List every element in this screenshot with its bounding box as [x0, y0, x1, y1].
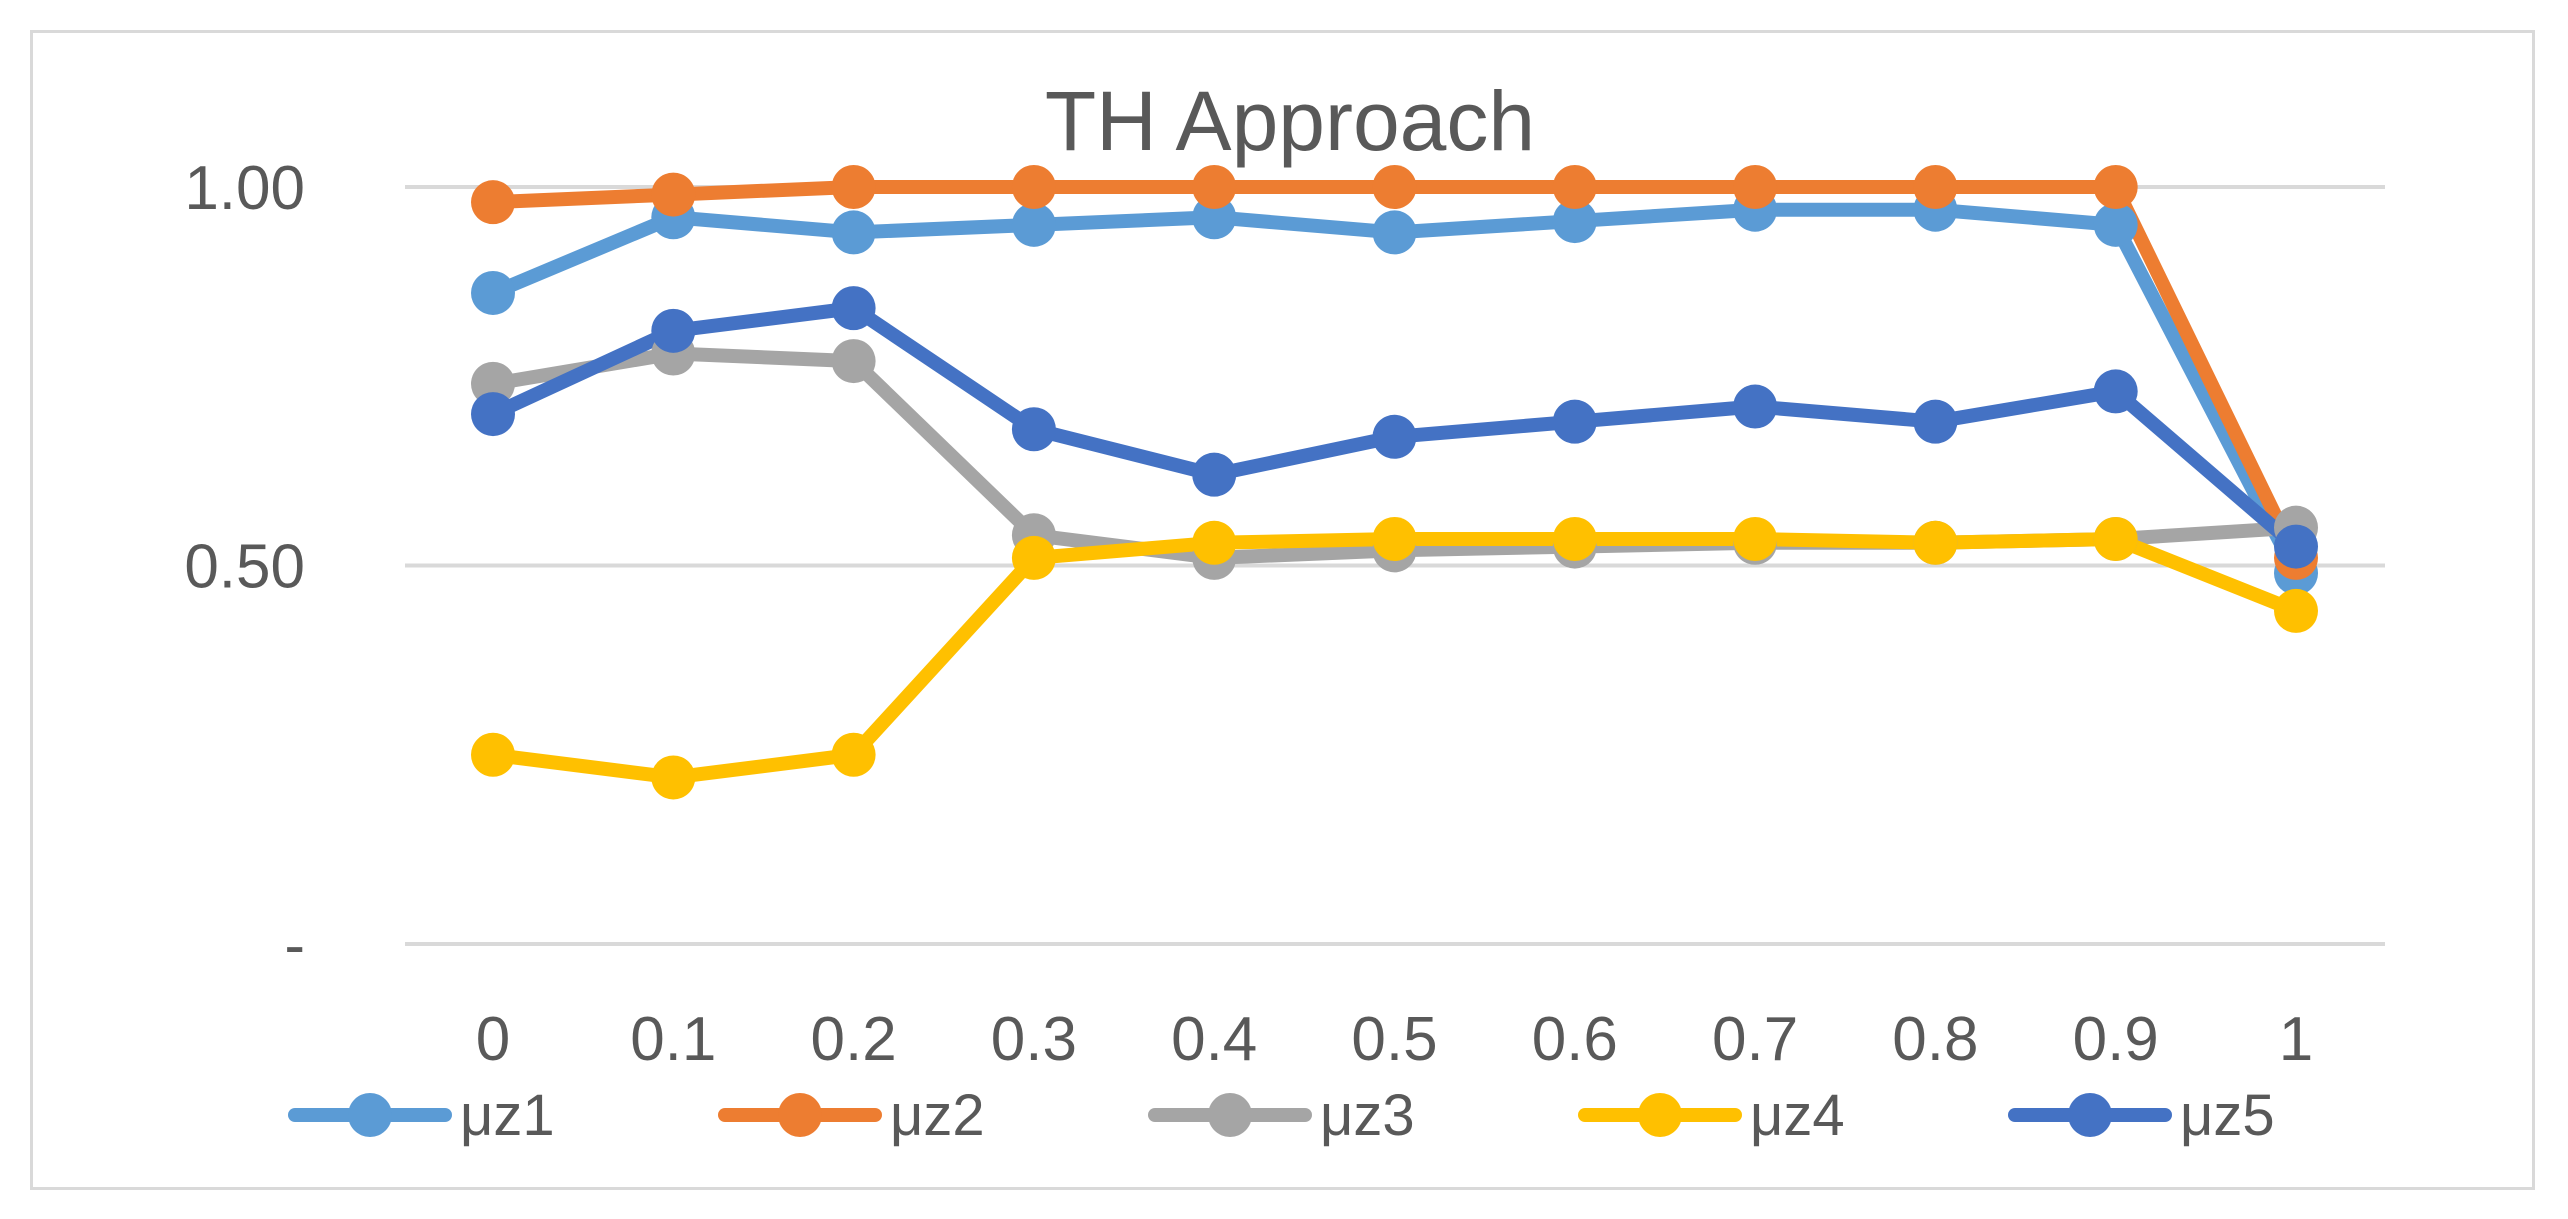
legend-label: μz1 — [460, 1083, 555, 1148]
x-tick-label: 0.2 — [810, 1005, 896, 1074]
legend-swatch-marker — [348, 1093, 392, 1137]
legend-swatch-marker — [2068, 1093, 2112, 1137]
y-tick-label: 0.50 — [184, 533, 305, 602]
data-point-series-5 — [1733, 384, 1778, 429]
y-tick-label: - — [284, 911, 305, 980]
legend-label: μz4 — [1750, 1083, 1845, 1148]
data-point-series-4 — [1552, 517, 1597, 562]
data-point-series-2 — [1011, 165, 1056, 209]
data-point-series-1 — [1552, 199, 1597, 244]
data-point-series-4 — [1372, 517, 1417, 562]
legend: μz1 μz2 μz3 μz4 μz5 — [288, 1083, 2275, 1148]
series-markers — [471, 165, 2318, 800]
data-point-series-2 — [471, 180, 515, 225]
data-point-series-1 — [1372, 210, 1417, 255]
data-point-series-4 — [1913, 520, 1958, 565]
data-point-series-2 — [1733, 165, 1778, 209]
data-point-series-2 — [1372, 165, 1417, 209]
data-point-series-5 — [1372, 414, 1417, 459]
x-tick-label: 0.3 — [991, 1005, 1077, 1074]
series-line-4 — [486, 532, 2303, 785]
x-tick-label: 0.9 — [2073, 1005, 2159, 1074]
legend-label: μz5 — [2180, 1083, 2275, 1148]
chart-title: TH Approach — [1045, 74, 1535, 168]
data-point-series-3 — [471, 361, 515, 406]
legend-swatch-marker — [778, 1093, 822, 1137]
x-tick-label: 0.7 — [1712, 1005, 1798, 1074]
data-point-series-1 — [471, 270, 515, 315]
data-point-series-5 — [1552, 399, 1597, 444]
data-point-series-4 — [831, 732, 876, 777]
data-point-series-1 — [1192, 195, 1237, 240]
data-point-series-1 — [2093, 202, 2138, 247]
y-tick-label: 1.00 — [184, 154, 305, 223]
data-point-series-5 — [831, 286, 876, 331]
data-point-series-2 — [1192, 165, 1237, 209]
x-tick-label: 1 — [2279, 1005, 2313, 1074]
data-point-series-4 — [651, 755, 696, 800]
x-tick-label: 0.6 — [1532, 1005, 1618, 1074]
series-lines — [486, 180, 2303, 785]
data-point-series-2 — [2093, 165, 2138, 209]
data-point-series-4 — [2093, 517, 2138, 562]
x-tick-label: 0 — [476, 1005, 510, 1074]
legend-label: μz2 — [890, 1083, 985, 1148]
y-axis-ticks: - 0.50 1.00 — [184, 154, 305, 980]
data-point-series-5 — [2274, 524, 2318, 569]
data-point-series-2 — [831, 165, 876, 209]
x-tick-label: 0.4 — [1171, 1005, 1257, 1074]
data-point-series-1 — [831, 210, 876, 255]
data-point-series-2 — [1913, 165, 1958, 209]
x-tick-label: 0.8 — [1892, 1005, 1978, 1074]
data-point-series-2 — [1552, 165, 1597, 209]
data-point-series-3 — [831, 339, 876, 384]
x-axis-ticks: 0 0.1 0.2 0.3 0.4 0.5 0.6 0.7 0.8 0.9 1 — [476, 1005, 2313, 1074]
data-point-series-1 — [1011, 202, 1056, 247]
data-point-series-5 — [1913, 399, 1958, 444]
legend-label: μz3 — [1320, 1083, 1415, 1148]
data-point-series-4 — [1733, 517, 1778, 562]
legend-swatch-marker — [1208, 1093, 1252, 1137]
data-point-series-2 — [651, 172, 696, 217]
x-tick-label: 0.1 — [630, 1005, 716, 1074]
data-point-series-4 — [1011, 535, 1056, 580]
data-point-series-5 — [1011, 407, 1056, 452]
data-point-series-4 — [1192, 520, 1237, 565]
data-point-series-4 — [2274, 588, 2318, 633]
data-point-series-5 — [2093, 369, 2138, 414]
data-point-series-5 — [651, 308, 696, 353]
data-point-series-5 — [1192, 452, 1237, 497]
x-tick-label: 0.5 — [1351, 1005, 1437, 1074]
data-point-series-4 — [471, 732, 515, 777]
legend-swatch-marker — [1638, 1093, 1682, 1137]
data-point-series-5 — [471, 392, 515, 437]
